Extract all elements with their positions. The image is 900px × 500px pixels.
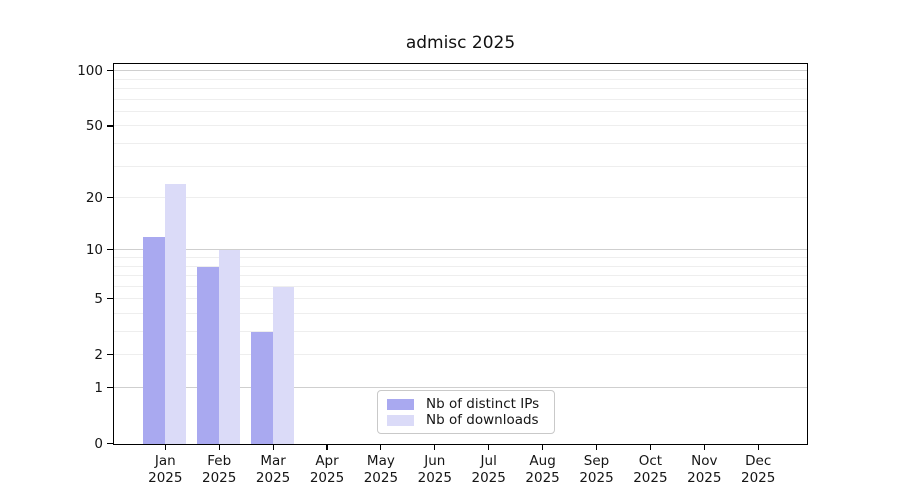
y-tick-label-10: 10 — [85, 241, 103, 258]
y-tick-label-100: 100 — [77, 62, 103, 79]
bar-downloads-feb — [218, 250, 241, 444]
x-tick-mark-nov — [703, 445, 705, 450]
gridline-y-100 — [114, 70, 807, 72]
legend: Nb of distinct IPs Nb of downloads — [377, 390, 555, 434]
y-tick-label-20: 20 — [85, 189, 103, 206]
x-tick-year-may: 2025 — [363, 469, 399, 486]
gridline-y-60 — [114, 110, 807, 112]
x-tick-year-oct: 2025 — [633, 469, 668, 486]
x-tick-mark-jun — [434, 445, 436, 450]
x-tick-label-dec: Dec 2025 — [728, 453, 788, 486]
y-tick-label-1: 1 — [94, 379, 103, 396]
x-tick-mark-oct — [649, 445, 651, 450]
x-tick-month-jul: Jul — [480, 453, 497, 469]
x-tick-month-jan: Jan — [154, 453, 176, 469]
x-tick-mark-dec — [757, 445, 759, 450]
x-tick-month-apr: Apr — [315, 453, 339, 469]
x-tick-label-aug: Aug 2025 — [513, 453, 573, 486]
x-tick-month-feb: Feb — [207, 453, 232, 469]
x-tick-year-nov: 2025 — [687, 469, 722, 486]
bar-distinct-ips-feb — [197, 266, 219, 444]
gridline-y-40 — [114, 143, 807, 145]
x-tick-mark-jan — [164, 445, 166, 450]
bar-distinct-ips-mar — [251, 332, 273, 444]
x-tick-label-nov: Nov 2025 — [674, 453, 734, 486]
x-tick-year-jan: 2025 — [148, 469, 183, 486]
x-tick-label-may: May 2025 — [351, 453, 411, 486]
x-tick-label-jun: Jun 2025 — [405, 453, 465, 486]
bar-distinct-ips-jan — [143, 236, 165, 444]
legend-label-distinct-ips: Nb of distinct IPs — [426, 396, 540, 412]
x-tick-month-sep: Sep — [583, 453, 610, 469]
x-tick-month-mar: Mar — [260, 453, 286, 469]
gridline-y-30 — [114, 165, 807, 167]
x-tick-year-dec: 2025 — [741, 469, 776, 486]
x-tick-label-jan: Jan 2025 — [135, 453, 195, 486]
gridline-y-4 — [114, 313, 807, 314]
x-tick-label-sep: Sep 2025 — [567, 453, 627, 486]
x-tick-mark-mar — [272, 445, 274, 450]
y-tick-mark-5 — [107, 298, 113, 300]
x-tick-month-aug: Aug — [529, 453, 556, 469]
y-tick-mark-2 — [107, 354, 113, 356]
x-tick-label-jul: Jul 2025 — [459, 453, 519, 486]
gridline-y-1 — [114, 387, 807, 389]
legend-swatch-distinct-ips — [387, 398, 414, 410]
x-tick-mark-jul — [488, 445, 490, 450]
legend-entry-downloads: Nb of downloads — [387, 412, 545, 428]
x-tick-label-mar: Mar 2025 — [243, 453, 303, 486]
plot-area: Nb of distinct IPs Nb of downloads — [113, 63, 808, 445]
x-tick-year-aug: 2025 — [525, 469, 560, 486]
bar-downloads-jan — [164, 183, 187, 444]
legend-label-downloads: Nb of downloads — [426, 412, 539, 428]
gridline-y-3 — [114, 331, 807, 333]
x-tick-year-mar: 2025 — [255, 469, 291, 486]
x-tick-month-oct: Oct — [638, 453, 663, 469]
gridline-y-5 — [114, 298, 807, 300]
x-tick-year-jul: 2025 — [471, 469, 506, 486]
x-tick-year-jun: 2025 — [417, 469, 452, 486]
y-tick-label-0: 0 — [94, 435, 103, 452]
x-tick-label-oct: Oct 2025 — [620, 453, 680, 486]
x-tick-month-nov: Nov — [691, 453, 718, 469]
gridline-y-50 — [114, 125, 807, 127]
gridline-y-8 — [114, 265, 807, 267]
x-tick-mark-feb — [218, 445, 220, 450]
x-tick-month-jun: Jun — [424, 453, 446, 469]
y-tick-mark-100 — [107, 70, 113, 72]
x-tick-label-feb: Feb 2025 — [189, 453, 249, 486]
y-tick-mark-1 — [107, 387, 113, 389]
bar-downloads-mar — [272, 286, 295, 444]
y-tick-label-5: 5 — [94, 290, 103, 307]
gridline-y-7 — [114, 275, 807, 277]
y-tick-mark-0 — [107, 443, 113, 445]
gridline-y-90 — [114, 78, 807, 80]
legend-entry-distinct-ips: Nb of distinct IPs — [387, 396, 545, 412]
gridline-y-6 — [114, 285, 807, 287]
gridline-y-9 — [114, 257, 807, 258]
gridline-y-2 — [114, 354, 807, 356]
y-tick-label-2: 2 — [94, 346, 103, 363]
x-tick-mark-aug — [542, 445, 544, 450]
legend-swatch-downloads — [387, 414, 414, 426]
y-tick-mark-10 — [107, 249, 113, 251]
x-tick-label-apr: Apr 2025 — [297, 453, 357, 486]
gridline-y-20 — [114, 197, 807, 199]
chart-title: admisc 2025 — [405, 33, 516, 53]
x-tick-year-apr: 2025 — [309, 469, 345, 486]
x-tick-month-dec: Dec — [745, 453, 772, 469]
gridline-y-80 — [114, 88, 807, 90]
y-tick-mark-20 — [107, 197, 113, 199]
y-tick-label-50: 50 — [85, 117, 103, 134]
x-tick-month-may: May — [366, 453, 395, 469]
x-tick-mark-sep — [595, 445, 598, 450]
x-tick-mark-apr — [326, 445, 328, 450]
x-tick-year-feb: 2025 — [202, 469, 237, 486]
x-tick-mark-may — [380, 445, 382, 450]
gridline-y-70 — [114, 98, 807, 100]
y-tick-mark-50 — [107, 125, 113, 127]
x-tick-year-sep: 2025 — [579, 469, 614, 486]
gridline-y-10 — [114, 249, 807, 251]
